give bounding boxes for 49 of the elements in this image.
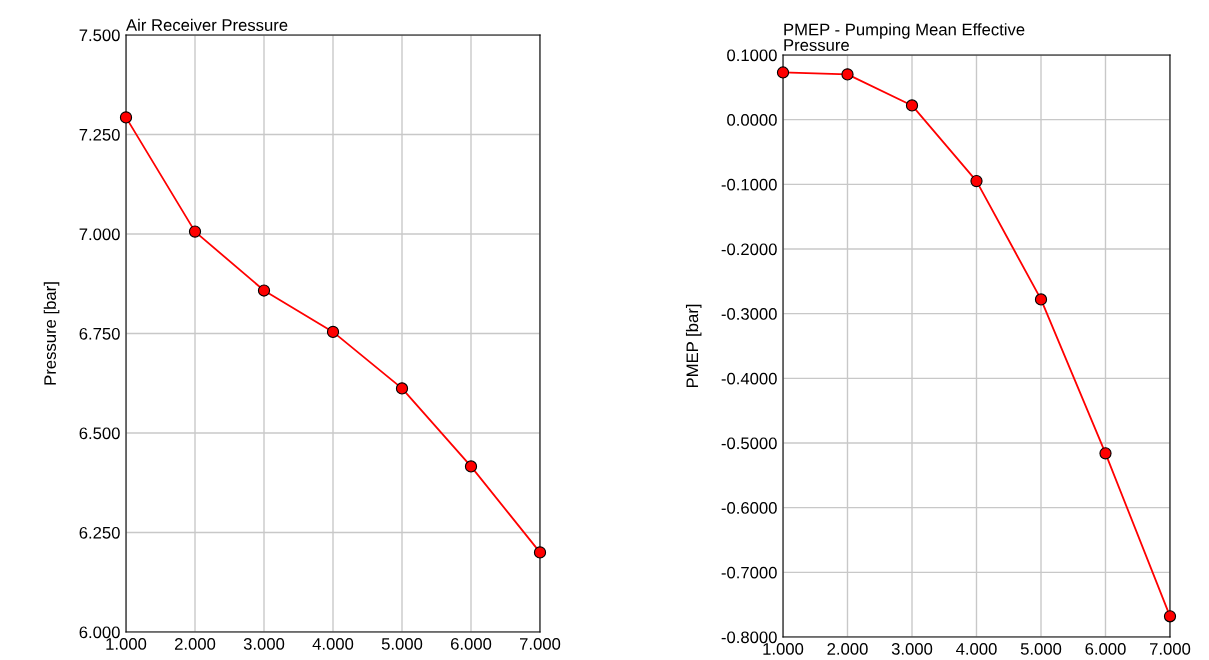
x-tick-label: 4.000 (312, 638, 354, 650)
y-tick-label: 7.000 (79, 228, 120, 241)
y-tick-label: 6.000 (79, 626, 120, 639)
y-tick-label: -0.5000 (721, 437, 777, 450)
chart-title: PMEP - Pumping Mean Effective Pressure (784, 23, 1025, 51)
y-tick-label: 0.0000 (727, 114, 777, 126)
point (188, 225, 202, 238)
y-axis-title: PMEP [bar] (685, 304, 702, 388)
x-tick-label: 1.000 (106, 638, 147, 650)
point (326, 325, 340, 339)
point (776, 66, 790, 79)
x-tick-label: 6.000 (450, 638, 492, 650)
point (1163, 610, 1177, 623)
point (1099, 447, 1112, 460)
y-tick-label: -0.2000 (721, 243, 777, 256)
y-tick-label: -0.8000 (721, 631, 777, 644)
y-tick-label: -0.3000 (721, 308, 777, 320)
point (970, 174, 983, 188)
y-tick-label: -0.6000 (721, 502, 777, 514)
point (464, 460, 478, 473)
y-tick-label: 7.250 (79, 128, 120, 141)
x-tick-label: 3.000 (891, 643, 933, 655)
x-tick-label: 2.000 (174, 638, 216, 650)
point (257, 284, 271, 297)
y-axis-title: Pressure [bar] (43, 282, 60, 385)
x-tick-label: 2.000 (827, 643, 868, 655)
y-tick-label: 0.1000 (727, 49, 777, 62)
x-tick-label: 6.000 (1085, 643, 1126, 655)
y-tick-label: 7.500 (79, 29, 120, 42)
point (119, 111, 133, 124)
x-tick-label: 5.000 (381, 638, 423, 650)
point (1034, 293, 1048, 306)
point (533, 546, 547, 559)
point (395, 382, 409, 395)
x-tick-label: 3.000 (243, 638, 285, 650)
point (841, 68, 854, 81)
chart-title: Air Receiver Pressure (126, 18, 288, 31)
y-tick-label: -0.4000 (721, 372, 777, 385)
y-tick-label: 6.500 (79, 427, 120, 440)
y-tick-label: 6.750 (79, 327, 120, 340)
x-tick-label: 7.000 (520, 638, 561, 650)
x-tick-label: 4.000 (956, 643, 997, 655)
x-tick-label: 7.000 (1150, 643, 1191, 655)
y-tick-label: 6.250 (79, 526, 120, 539)
point (905, 99, 919, 112)
x-tick-label: 5.000 (1020, 643, 1062, 655)
x-tick-label: 1.000 (763, 643, 804, 655)
y-tick-label: -0.7000 (721, 566, 777, 579)
y-tick-label: -0.1000 (721, 178, 777, 191)
